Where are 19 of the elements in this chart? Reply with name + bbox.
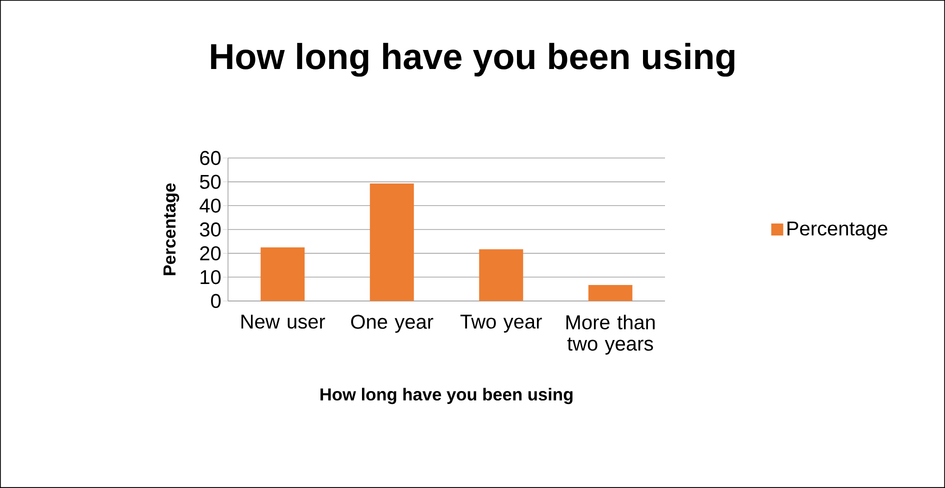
- bar: [370, 184, 414, 301]
- y-tick-label: 40: [200, 198, 221, 213]
- chart-title: How long have you been using: [211, 42, 734, 77]
- y-tick-label: 10: [200, 270, 221, 284]
- x-tick-label: One year: [351, 314, 434, 333]
- legend-label: Percentage: [788, 222, 888, 240]
- y-tick-label: 50: [200, 174, 221, 189]
- x-tick-label: New user: [241, 314, 326, 329]
- y-tick-label: 30: [200, 222, 221, 237]
- x-axis-title: How long have you been using: [320, 388, 572, 404]
- x-tick-label: More than two years: [566, 314, 655, 355]
- bar: [260, 247, 305, 301]
- y-tick-label: 20: [200, 246, 221, 260]
- y-tick-label: 0: [211, 294, 221, 308]
- y-axis-title: Percentage: [164, 183, 180, 276]
- bar: [588, 285, 632, 301]
- y-tick-label: 60: [200, 150, 221, 166]
- bar: [479, 249, 524, 301]
- x-tick-label: Two year: [460, 314, 542, 333]
